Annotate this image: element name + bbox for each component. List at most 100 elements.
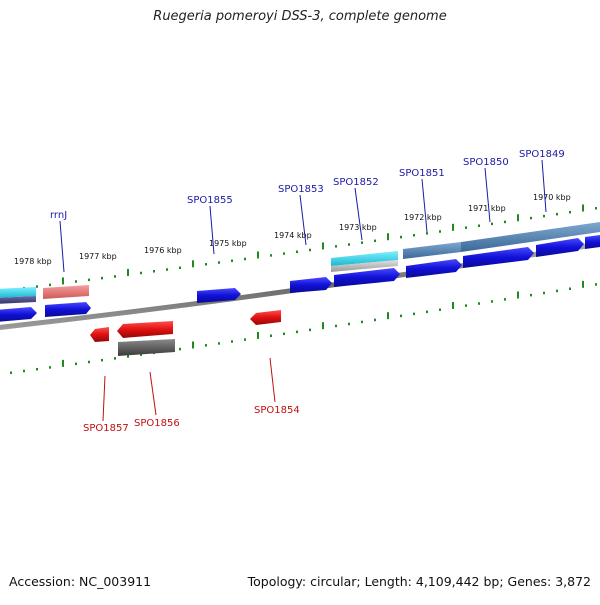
minor-tick [23,369,25,373]
kbp-label: 1972 kbp [404,213,442,222]
forward-gene[interactable] [463,247,534,268]
major-tick [452,223,454,231]
dark-feature[interactable] [118,339,175,356]
map-title: Ruegeria pomeroyi DSS-3, complete genome [153,9,447,24]
minor-tick [569,210,571,214]
kbp-label: 1970 kbp [533,193,571,202]
gene-label-spo1856[interactable]: SPO1856 [134,418,180,429]
minor-tick [491,222,493,226]
minor-tick [49,366,51,369]
minor-tick [348,322,350,326]
major-tick [257,251,259,259]
minor-tick [491,300,493,303]
minor-tick [361,241,363,244]
accession-text: Accession: NC_003911 [9,574,152,589]
upper-feature-track [0,222,600,304]
gene-label-spo1852[interactable]: SPO1852 [333,177,379,188]
minor-tick [595,207,597,210]
gene-label-spo1854[interactable]: SPO1854 [254,405,300,416]
kbp-label: 1978 kbp [14,257,52,266]
minor-tick [205,344,207,347]
minor-tick [400,314,402,318]
minor-tick [530,216,532,220]
minor-tick [114,357,116,360]
minor-tick [153,270,155,273]
inner-scale [10,280,597,374]
operon-feature[interactable] [403,242,461,259]
major-tick [387,312,389,320]
minor-tick [244,257,246,261]
minor-tick [88,360,90,364]
minor-tick [36,285,38,288]
gene-label-spo1850[interactable]: SPO1850 [463,157,509,168]
minor-tick [166,268,168,271]
minor-tick [426,310,428,314]
gene-label-spo1853[interactable]: SPO1853 [278,184,324,195]
minor-tick [270,254,272,257]
major-tick [387,233,389,241]
scale-labels: 1978 kbp 1977 kbp 1976 kbp 1975 kbp 1974… [14,193,571,266]
minor-tick [75,280,77,283]
major-tick [322,242,324,250]
major-tick [192,260,194,268]
forward-gene[interactable] [536,238,584,257]
light-feature[interactable] [331,260,398,272]
reverse-gene[interactable] [250,310,281,325]
minor-tick [426,232,428,235]
gene-label-spo1857[interactable]: SPO1857 [83,423,129,434]
reverse-gene[interactable] [117,321,173,338]
minor-tick [413,312,415,316]
minor-tick [374,239,376,243]
trna-feature[interactable] [0,287,36,298]
forward-gene[interactable] [45,302,91,317]
minor-tick [10,371,12,374]
minor-tick [140,353,142,356]
minor-tick [218,342,220,345]
minor-tick [335,245,337,248]
minor-tick [478,224,480,228]
operon-feature[interactable] [461,222,600,252]
minor-tick [36,367,38,371]
forward-gene[interactable] [0,307,37,322]
kbp-label: 1975 kbp [209,239,247,248]
major-tick [257,331,259,339]
trna-feature[interactable] [331,251,398,266]
minor-tick [296,250,298,254]
minor-tick [140,271,142,275]
forward-gene[interactable] [197,288,241,303]
reverse-gene[interactable] [90,327,109,342]
forward-genes [0,235,600,322]
major-tick [517,291,519,299]
minor-tick [556,212,558,216]
minor-tick [465,304,467,307]
minor-tick [309,328,311,332]
minor-tick [335,324,337,328]
minor-tick [569,287,571,290]
gene-label-spo1849[interactable]: SPO1849 [519,149,565,160]
kbp-label: 1971 kbp [468,204,506,213]
minor-tick [296,330,298,334]
minor-tick [114,275,116,278]
minor-tick [556,289,558,293]
minor-tick [205,263,207,266]
gene-label-spo1855[interactable]: SPO1855 [187,195,233,206]
forward-gene-labels: rrnJ SPO1855 SPO1853 SPO1852 SPO1851 SPO… [50,149,565,273]
forward-gene[interactable] [290,277,332,293]
major-tick [127,268,129,276]
forward-gene[interactable] [334,268,400,287]
minor-tick [231,259,233,263]
forward-gene[interactable] [585,235,600,249]
major-tick [322,322,324,330]
minor-tick [478,302,480,305]
minor-tick [439,230,441,233]
rrna-feature[interactable] [43,285,89,299]
minor-tick [179,347,181,351]
forward-gene[interactable] [406,259,462,278]
minor-tick [231,340,233,343]
gene-label-spo1851[interactable]: SPO1851 [399,168,445,179]
gene-label-rrnJ[interactable]: rrnJ [50,210,67,221]
outer-scale [10,204,597,292]
dark-feature[interactable] [0,296,36,304]
